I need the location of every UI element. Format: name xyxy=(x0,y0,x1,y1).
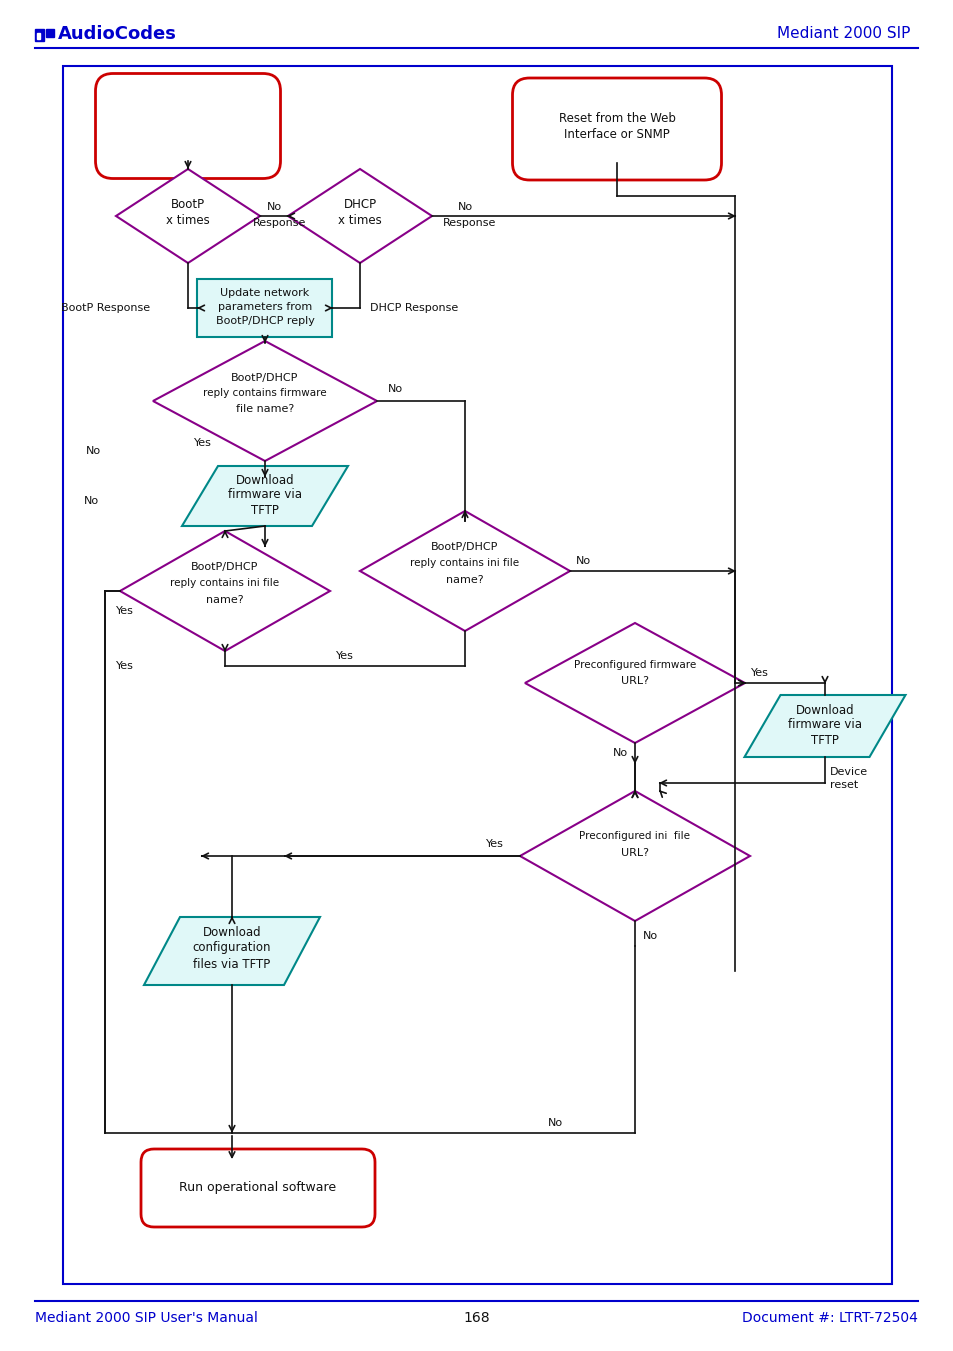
Text: BootP/DHCP: BootP/DHCP xyxy=(431,542,498,553)
Polygon shape xyxy=(519,790,749,921)
Text: DHCP: DHCP xyxy=(343,197,376,211)
Text: TFTP: TFTP xyxy=(251,504,278,516)
Text: BootP Response: BootP Response xyxy=(61,303,150,313)
Text: Mediant 2000 SIP User's Manual: Mediant 2000 SIP User's Manual xyxy=(35,1310,257,1325)
Text: Yes: Yes xyxy=(193,438,212,449)
Text: firmware via: firmware via xyxy=(787,719,862,731)
Text: Preconfigured ini  file: Preconfigured ini file xyxy=(578,831,690,842)
Text: Yes: Yes xyxy=(485,839,503,848)
Text: BootP/DHCP: BootP/DHCP xyxy=(192,562,258,571)
FancyBboxPatch shape xyxy=(141,1148,375,1227)
Text: Download: Download xyxy=(235,473,294,486)
Text: BootP/DHCP: BootP/DHCP xyxy=(231,373,298,382)
Text: Response: Response xyxy=(253,218,306,228)
Text: name?: name? xyxy=(206,594,244,605)
Text: Yes: Yes xyxy=(750,667,768,678)
Text: No: No xyxy=(456,203,472,212)
Polygon shape xyxy=(359,511,569,631)
Polygon shape xyxy=(743,694,904,757)
Text: Mediant 2000 SIP: Mediant 2000 SIP xyxy=(776,27,909,42)
FancyBboxPatch shape xyxy=(95,73,280,178)
Text: files via TFTP: files via TFTP xyxy=(193,958,271,970)
Bar xyxy=(35,28,44,41)
Text: Download: Download xyxy=(795,704,854,716)
Text: configuration: configuration xyxy=(193,942,271,955)
Text: Yes: Yes xyxy=(116,607,133,616)
Text: URL?: URL? xyxy=(620,676,648,686)
Text: Response: Response xyxy=(443,218,497,228)
Text: AudioCodes: AudioCodes xyxy=(58,26,176,43)
Text: No: No xyxy=(387,384,402,394)
Text: Preconfigured firmware: Preconfigured firmware xyxy=(574,661,696,670)
Text: firmware via: firmware via xyxy=(228,489,302,501)
Text: BootP/DHCP reply: BootP/DHCP reply xyxy=(215,316,314,326)
Text: URL?: URL? xyxy=(620,848,648,858)
Polygon shape xyxy=(144,917,319,985)
Bar xyxy=(46,28,54,36)
FancyBboxPatch shape xyxy=(512,78,720,180)
Text: reply contains ini file: reply contains ini file xyxy=(410,558,519,567)
Text: reply contains firmware: reply contains firmware xyxy=(203,388,327,399)
Text: BootP: BootP xyxy=(171,197,205,211)
Polygon shape xyxy=(116,169,260,263)
Text: parameters from: parameters from xyxy=(217,303,312,312)
Text: x times: x times xyxy=(337,215,381,227)
Text: 168: 168 xyxy=(463,1310,490,1325)
Text: No: No xyxy=(86,446,100,457)
Text: Run operational software: Run operational software xyxy=(179,1182,336,1194)
Bar xyxy=(197,280,333,336)
Bar xyxy=(37,32,40,39)
Text: No: No xyxy=(641,931,657,942)
Text: Yes: Yes xyxy=(335,651,354,661)
Text: Update network: Update network xyxy=(220,288,310,299)
Polygon shape xyxy=(524,623,744,743)
Bar xyxy=(63,66,891,1283)
Text: No: No xyxy=(612,748,627,758)
Text: No: No xyxy=(547,1119,562,1128)
Text: No: No xyxy=(266,203,281,212)
Text: DHCP Response: DHCP Response xyxy=(370,303,457,313)
Text: No: No xyxy=(83,496,98,507)
Text: x times: x times xyxy=(166,215,210,227)
Text: Yes: Yes xyxy=(116,661,133,671)
Text: Reset from the Web: Reset from the Web xyxy=(558,112,675,124)
Polygon shape xyxy=(288,169,432,263)
Text: file name?: file name? xyxy=(235,404,294,413)
Text: No: No xyxy=(575,557,590,566)
Text: reply contains ini file: reply contains ini file xyxy=(171,578,279,588)
Polygon shape xyxy=(152,340,376,461)
Polygon shape xyxy=(120,531,330,651)
Text: Interface or SNMP: Interface or SNMP xyxy=(563,127,669,141)
Text: Download: Download xyxy=(202,927,261,939)
Text: TFTP: TFTP xyxy=(810,734,838,747)
Polygon shape xyxy=(182,466,348,526)
Text: name?: name? xyxy=(446,576,483,585)
Text: Device: Device xyxy=(829,767,867,777)
Text: Document #: LTRT-72504: Document #: LTRT-72504 xyxy=(741,1310,917,1325)
Text: reset: reset xyxy=(829,780,858,790)
